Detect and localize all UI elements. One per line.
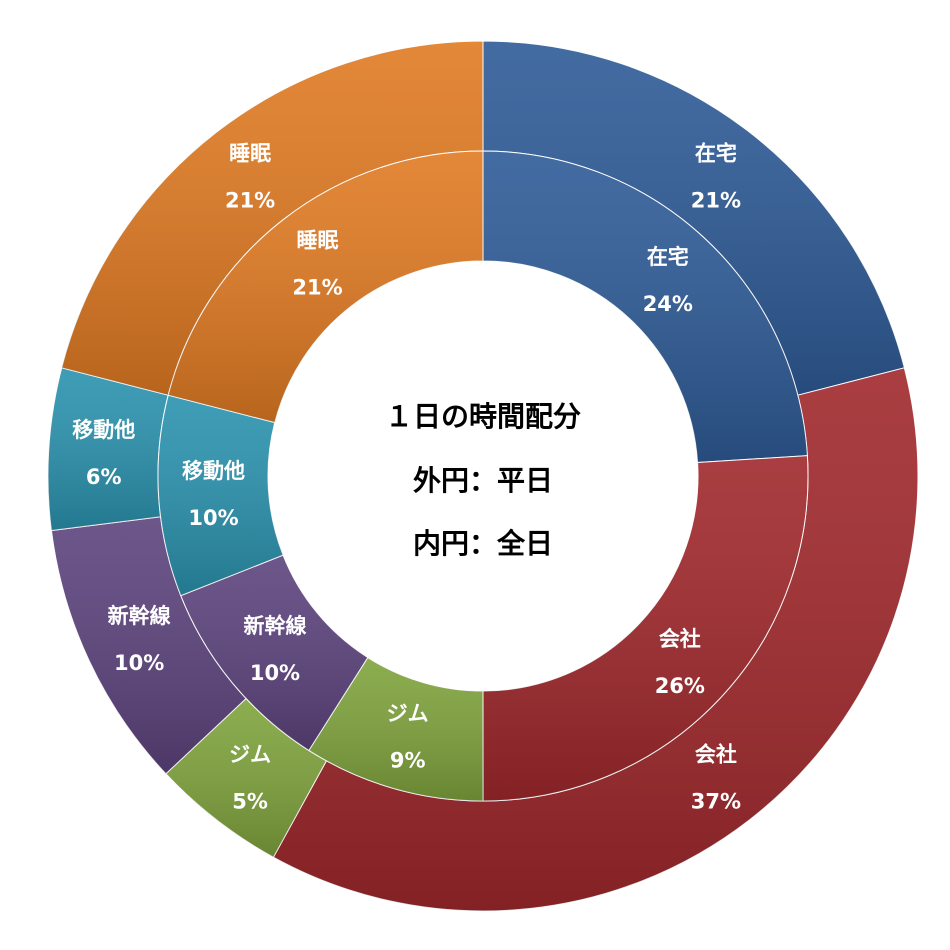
- outer-slice-gym-percent: 5%: [232, 789, 268, 813]
- outer-slice-travel-other-percent: 6%: [86, 465, 122, 489]
- inner-slice-office-shading: [483, 455, 809, 801]
- inner-slice-gym-percent: 9%: [390, 748, 426, 772]
- outer-slice-gym-shading: [165, 698, 327, 858]
- inner-slice-shinkansen-shading: [180, 555, 368, 751]
- inner-slice-shinkansen-percent: 10%: [250, 661, 300, 685]
- outer-slice-sleep-label: 睡眠: [229, 142, 271, 166]
- inner-ring: [157, 150, 809, 802]
- outer-slice-shinkansen-percent: 10%: [114, 651, 164, 675]
- inner-slice-home-shading: [483, 151, 808, 463]
- outer-slice-travel-other-label: 移動他: [72, 418, 135, 442]
- inner-slice-sleep-label: 睡眠: [297, 229, 339, 253]
- outer-slice-home-percent: 21%: [691, 189, 741, 213]
- inner-slice-home-percent: 24%: [643, 292, 693, 316]
- outer-slice-sleep-shading: [61, 41, 484, 396]
- inner-slice-sleep-percent: 21%: [292, 276, 342, 300]
- inner-slice-travel-other-label: 移動他: [182, 459, 245, 483]
- center-title-line-1: １日の時間配分: [385, 400, 581, 433]
- inner-slice-office-label: 会社: [659, 627, 701, 651]
- outer-slice-sleep-percent: 21%: [225, 189, 275, 213]
- center-title: １日の時間配分 外円：平日 内円：全日: [385, 400, 581, 560]
- center-title-line-2: 外円：平日: [413, 464, 553, 497]
- inner-slice-shinkansen-label: 新幹線: [243, 614, 306, 638]
- outer-slice-shinkansen-shading: [51, 516, 247, 774]
- outer-ring: [47, 40, 919, 912]
- outer-slice-gym-label: ジム: [229, 742, 271, 766]
- slice-labels: 在宅 21% 会社 37% ジム 5% 新幹線 10% 移動他 6% 睡眠 21% 在宅 24% 会社 26%…: [72, 142, 741, 814]
- outer-slice-office-percent: 37%: [691, 789, 741, 813]
- inner-slice-travel-other-shading: [157, 395, 284, 596]
- inner-slice-gym-shading: [308, 657, 483, 801]
- inner-slice-gym-label: ジム: [387, 701, 429, 725]
- outer-slice-office-shading: [273, 367, 919, 911]
- outer-slice-home-shading: [483, 41, 905, 396]
- outer-slice-travel-other-shading: [48, 367, 169, 531]
- center-title-line-3: 内円：全日: [413, 527, 553, 560]
- inner-slice-travel-other-percent: 10%: [188, 506, 238, 530]
- inner-slice-office-percent: 26%: [655, 674, 705, 698]
- inner-slice-home-label: 在宅: [647, 245, 689, 269]
- outer-slice-home-label: 在宅: [695, 142, 737, 166]
- outer-slice-shinkansen-label: 新幹線: [108, 604, 171, 628]
- inner-slice-sleep-shading: [168, 150, 483, 423]
- outer-slice-office-label: 会社: [695, 742, 737, 766]
